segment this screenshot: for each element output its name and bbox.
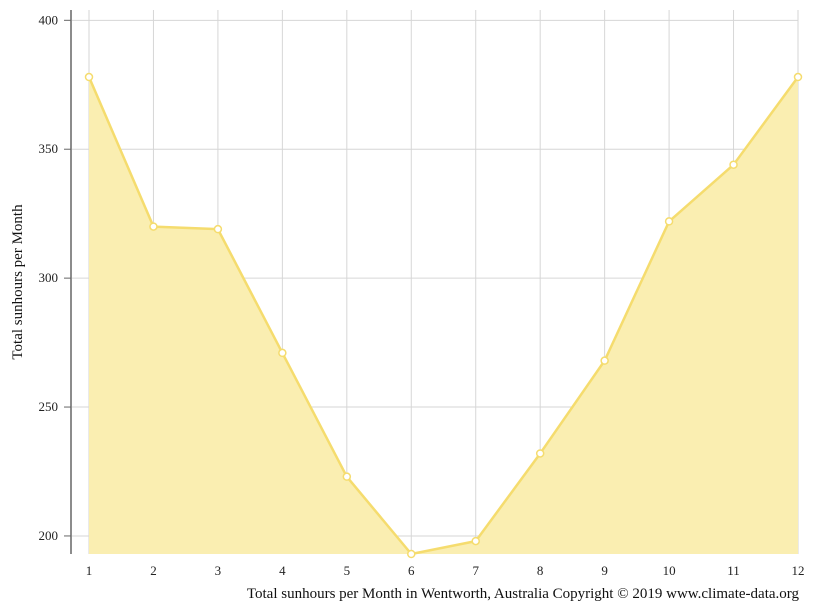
data-point: [730, 161, 737, 168]
y-tick-label: 250: [39, 399, 59, 414]
data-point: [472, 538, 479, 545]
x-tick-label: 11: [727, 563, 740, 578]
x-tick-label: 6: [408, 563, 415, 578]
x-tick-label: 12: [792, 563, 805, 578]
data-point: [408, 551, 415, 558]
x-tick-label: 10: [663, 563, 676, 578]
data-point: [86, 74, 93, 81]
axes: [64, 10, 71, 554]
x-tick-label: 2: [150, 563, 157, 578]
data-point: [343, 473, 350, 480]
data-point: [795, 74, 802, 81]
x-tick-label: 8: [537, 563, 544, 578]
x-tick-label: 5: [344, 563, 351, 578]
x-tick-label: 7: [472, 563, 479, 578]
data-point: [279, 349, 286, 356]
chart-caption: Total sunhours per Month in Wentworth, A…: [247, 586, 800, 602]
x-tick-label: 1: [86, 563, 93, 578]
y-tick-label: 350: [39, 141, 59, 156]
data-point: [214, 226, 221, 233]
data-point: [601, 357, 608, 364]
data-point: [537, 450, 544, 457]
y-axis-title: Total sunhours per Month: [10, 204, 26, 360]
area-layer: [89, 77, 798, 554]
y-tick-label: 400: [39, 12, 59, 27]
area-fill: [89, 77, 798, 554]
y-tick-label: 200: [39, 528, 59, 543]
y-tick-label: 300: [39, 270, 59, 285]
data-point: [150, 223, 157, 230]
x-tick-label: 3: [215, 563, 222, 578]
data-point: [666, 218, 673, 225]
x-tick-label: 4: [279, 563, 286, 578]
x-tick-label: 9: [601, 563, 608, 578]
